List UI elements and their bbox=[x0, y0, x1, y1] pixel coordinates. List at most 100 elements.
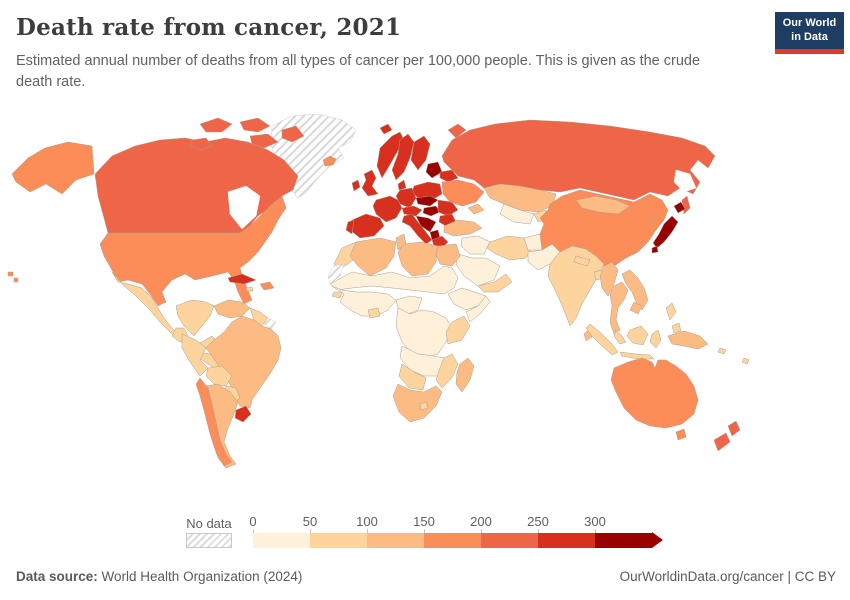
region-colombia[interactable] bbox=[175, 299, 215, 337]
region-alaska[interactable] bbox=[11, 141, 95, 195]
region-novaya-zemlya[interactable] bbox=[447, 123, 467, 139]
region-sweden[interactable] bbox=[391, 133, 415, 181]
region-japan-hokkaido[interactable] bbox=[673, 201, 686, 214]
region-guyana-suriname[interactable] bbox=[249, 307, 269, 327]
region-java[interactable] bbox=[619, 351, 655, 360]
legend-segment-250-300[interactable] bbox=[538, 533, 595, 548]
region-venezuela[interactable] bbox=[213, 299, 251, 319]
region-korea[interactable] bbox=[649, 213, 663, 231]
legend-segment-300+[interactable] bbox=[595, 532, 663, 548]
footer-source-label: Data source: bbox=[16, 569, 98, 584]
owid-logo[interactable]: Our World in Data bbox=[775, 12, 844, 54]
region-cuba[interactable] bbox=[227, 273, 257, 285]
region-philippines-luzon[interactable] bbox=[665, 302, 677, 321]
region-australia[interactable] bbox=[610, 357, 699, 429]
region-west-africa[interactable] bbox=[331, 285, 397, 317]
region-kenya-tanzania[interactable] bbox=[445, 315, 471, 345]
region-hungary[interactable] bbox=[422, 205, 441, 217]
region-ghana[interactable] bbox=[367, 307, 381, 319]
region-mozambique-zimbabwe[interactable] bbox=[435, 353, 459, 389]
region-italy[interactable] bbox=[401, 213, 433, 245]
region-new-zealand-north[interactable] bbox=[727, 420, 741, 437]
region-norway[interactable] bbox=[376, 131, 405, 179]
legend-tick-label: 300 bbox=[584, 514, 606, 529]
region-yemen-oman[interactable] bbox=[477, 273, 513, 293]
region-svalbard[interactable] bbox=[379, 123, 393, 135]
region-fiji[interactable] bbox=[741, 357, 750, 365]
region-lesotho[interactable] bbox=[419, 401, 429, 411]
region-madagascar[interactable] bbox=[455, 357, 475, 393]
region-ireland[interactable] bbox=[351, 179, 361, 192]
region-solomon-islands[interactable] bbox=[717, 347, 727, 355]
legend-segment-0-50[interactable] bbox=[253, 533, 310, 548]
region-nepal[interactable] bbox=[573, 255, 591, 267]
region-myanmar[interactable] bbox=[599, 261, 619, 297]
region-philippines-mindanao[interactable] bbox=[671, 322, 682, 334]
region-jamaica[interactable] bbox=[245, 286, 254, 292]
region-south-africa[interactable] bbox=[392, 383, 443, 423]
region-new-zealand-south[interactable] bbox=[713, 432, 731, 452]
region-hawaii[interactable] bbox=[7, 271, 14, 277]
region-czechia-slovakia[interactable] bbox=[415, 195, 439, 207]
region-iran[interactable] bbox=[486, 235, 535, 261]
region-russia[interactable] bbox=[441, 119, 716, 201]
region-united-kingdom[interactable] bbox=[361, 169, 379, 197]
region-somalia[interactable] bbox=[465, 295, 491, 323]
region-malaysia[interactable] bbox=[613, 329, 627, 345]
region-china[interactable] bbox=[539, 189, 669, 267]
region-libya[interactable] bbox=[397, 241, 439, 277]
region-switzerland-austria[interactable] bbox=[401, 205, 423, 217]
footer-credit[interactable]: OurWorldinData.org/cancer | CC BY bbox=[619, 569, 836, 584]
region-saudi-arabia[interactable] bbox=[455, 253, 501, 287]
region-sulawesi[interactable] bbox=[649, 329, 662, 349]
legend-no-data-swatch[interactable] bbox=[186, 533, 232, 548]
region-portugal[interactable] bbox=[345, 219, 355, 235]
region-india[interactable] bbox=[547, 245, 605, 327]
region-denmark[interactable] bbox=[397, 179, 407, 191]
region-japan-kyushu[interactable] bbox=[651, 245, 659, 254]
region-mexico[interactable] bbox=[111, 271, 219, 353]
region-canada-island[interactable] bbox=[199, 117, 233, 133]
region-western-sahara[interactable] bbox=[327, 263, 345, 285]
region-chile[interactable] bbox=[195, 377, 233, 467]
region-baltic-states[interactable] bbox=[425, 161, 443, 179]
region-central-africa[interactable] bbox=[395, 307, 453, 359]
region-turkey[interactable] bbox=[443, 219, 483, 237]
region-canada-island[interactable] bbox=[281, 125, 305, 143]
region-canada-island[interactable] bbox=[189, 137, 213, 151]
region-belarus[interactable] bbox=[439, 169, 459, 183]
region-finland[interactable] bbox=[410, 135, 431, 171]
region-hawaii[interactable] bbox=[13, 277, 19, 283]
region-cambodia[interactable] bbox=[629, 301, 643, 315]
region-sakhalin[interactable] bbox=[681, 195, 691, 215]
region-sahel[interactable] bbox=[329, 265, 459, 295]
region-senegal[interactable] bbox=[331, 291, 343, 299]
region-france[interactable] bbox=[372, 195, 403, 223]
region-syria-iraq[interactable] bbox=[460, 235, 491, 255]
region-canada-island[interactable] bbox=[239, 117, 271, 133]
region-uruguay[interactable] bbox=[234, 405, 252, 423]
region-sumatra[interactable] bbox=[585, 323, 619, 356]
region-papua-new-guinea[interactable] bbox=[667, 330, 709, 350]
region-algeria[interactable] bbox=[349, 237, 397, 277]
region-ukraine[interactable] bbox=[441, 179, 485, 207]
region-thailand[interactable] bbox=[609, 281, 629, 335]
region-spain[interactable] bbox=[349, 213, 385, 239]
region-egypt[interactable] bbox=[435, 243, 461, 267]
region-central-asia[interactable] bbox=[499, 203, 535, 225]
region-tasmania[interactable] bbox=[675, 428, 687, 441]
region-laos-vietnam[interactable] bbox=[621, 269, 649, 311]
region-hispaniola[interactable] bbox=[259, 281, 275, 291]
legend-segment-150-200[interactable] bbox=[424, 533, 481, 548]
region-brazil[interactable] bbox=[205, 315, 282, 409]
legend-segment-50-100[interactable] bbox=[310, 533, 367, 548]
region-iceland[interactable] bbox=[322, 155, 337, 167]
legend-segment-100-150[interactable] bbox=[367, 533, 424, 548]
region-canada-island[interactable] bbox=[249, 133, 279, 149]
region-borneo[interactable] bbox=[626, 325, 649, 346]
region-japan[interactable] bbox=[652, 215, 679, 249]
region-namibia-botswana[interactable] bbox=[398, 363, 427, 391]
legend-segment-200-250[interactable] bbox=[481, 533, 538, 548]
region-caucasus[interactable] bbox=[467, 203, 485, 215]
region-mongolia[interactable] bbox=[575, 195, 631, 215]
